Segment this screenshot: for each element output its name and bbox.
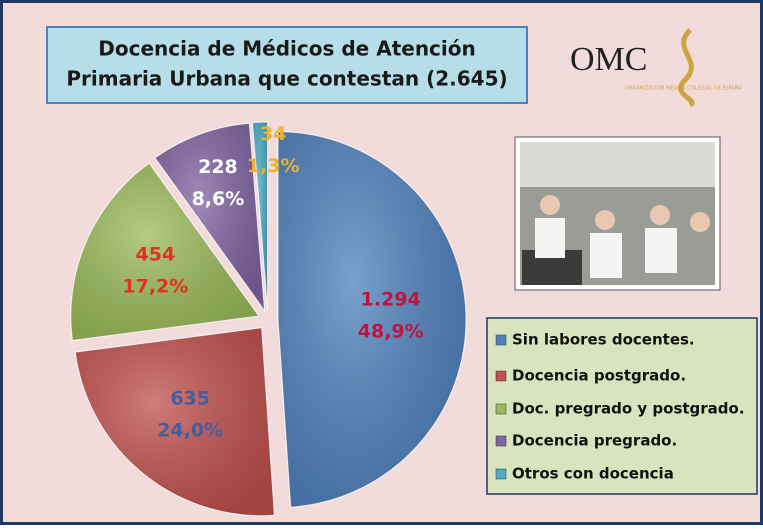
- page: {"chart_data": {"type": "pie", "title": …: [0, 0, 763, 525]
- photo-person: [650, 205, 670, 225]
- value-label: 454: [136, 244, 176, 266]
- percent-label: 48,9%: [358, 320, 424, 342]
- legend-label: Docencia pregrado.: [512, 432, 677, 450]
- legend-marker: [496, 371, 506, 381]
- value-label: 228: [198, 156, 238, 178]
- legend-label: Otros con docencia: [512, 465, 674, 483]
- photo: [515, 137, 720, 290]
- percent-label: 17,2%: [122, 276, 188, 298]
- legend-marker: [496, 436, 506, 446]
- chart-title: Docencia de Médicos de Atención: [98, 37, 476, 61]
- value-label: 34: [260, 123, 286, 145]
- photo-person: [540, 195, 560, 215]
- legend-marker: [496, 469, 506, 479]
- legend-label: Docencia postgrado.: [512, 367, 686, 385]
- value-label: 635: [170, 387, 210, 409]
- legend-label: Doc. pregrado y postgrado.: [512, 400, 745, 418]
- logo-text: OMC: [570, 41, 647, 78]
- photo-coat: [535, 218, 565, 258]
- percent-label: 8,6%: [192, 188, 245, 210]
- chart: Docencia de Médicos de Atención Primaria…: [0, 0, 763, 525]
- photo-coat: [645, 228, 677, 273]
- chart-title: Primaria Urbana que contestan (2.645): [66, 67, 507, 91]
- photo-person: [595, 210, 615, 230]
- logo-subtitle: ORGANIZACIÓN MÉDICA COLEGIAL DE ESPAÑA: [625, 84, 743, 92]
- legend-marker: [496, 335, 506, 345]
- photo-person: [690, 212, 710, 232]
- photo-wall: [520, 142, 715, 187]
- photo-coat: [590, 233, 622, 278]
- percent-label: 1,3%: [247, 155, 300, 177]
- legend-label: Sin labores docentes.: [512, 331, 695, 349]
- percent-label: 24,0%: [157, 419, 223, 441]
- legend-marker: [496, 404, 506, 414]
- value-label: 1.294: [361, 288, 421, 310]
